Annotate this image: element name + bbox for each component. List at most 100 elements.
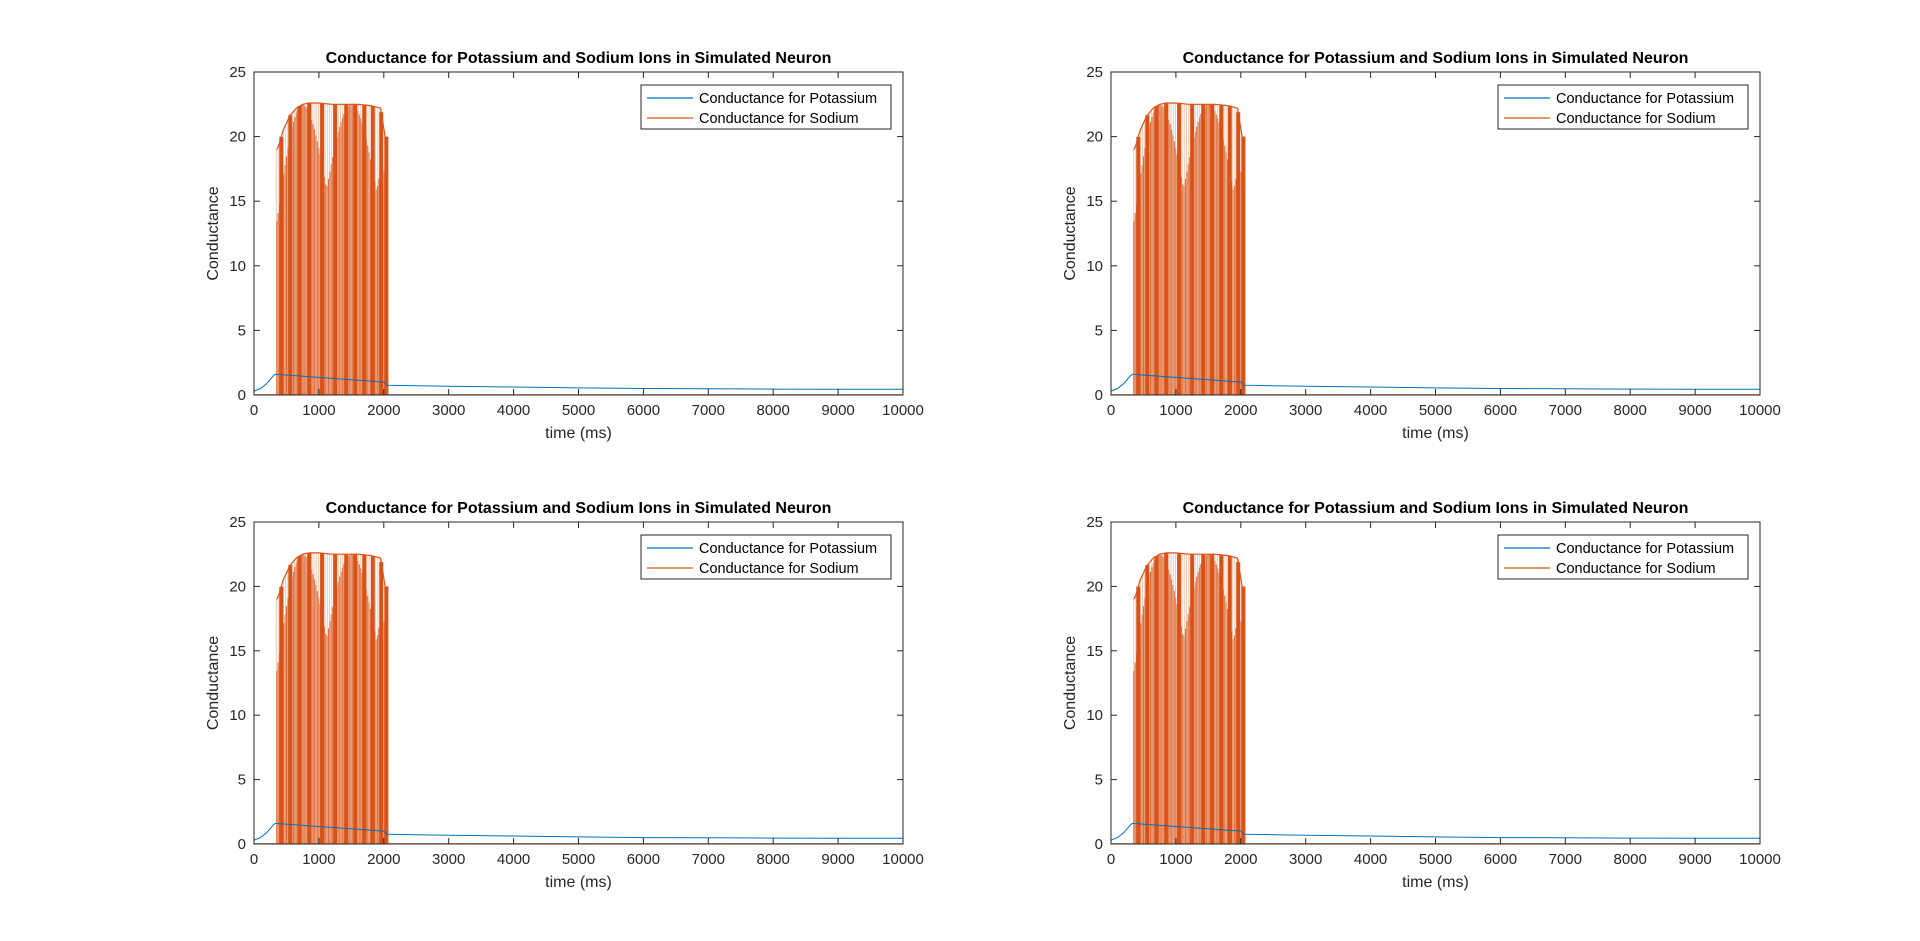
x-tick-label: 7000 xyxy=(692,851,725,868)
x-tick-label: 5000 xyxy=(1419,402,1452,419)
y-tick-label: 20 xyxy=(1086,129,1103,146)
x-tick-label: 0 xyxy=(1107,402,1115,419)
sodium-spike-band xyxy=(1136,586,1141,844)
sodium-spike-band xyxy=(320,553,325,844)
x-axis-label: time (ms) xyxy=(1402,874,1469,891)
series-potassium xyxy=(1111,373,1760,392)
subplot-1: 0 1000 2000 3000 4000 5000 6000 7000 8000 9000 100… xyxy=(205,50,924,442)
x-tick-label: 0 xyxy=(1107,851,1115,868)
legend-entry: Conductance for Sodium xyxy=(699,561,859,577)
x-tick-label: 7000 xyxy=(1549,402,1582,419)
y-tick-label: 5 xyxy=(1095,322,1103,339)
series-potassium xyxy=(1111,822,1760,841)
sodium-spike-band xyxy=(297,556,302,844)
y-tick-label: 0 xyxy=(1095,387,1103,404)
x-tick-label: 6000 xyxy=(627,851,660,868)
sodium-spike-band xyxy=(1241,586,1246,844)
x-tick-label: 0 xyxy=(250,402,258,419)
sodium-spike-band xyxy=(1210,554,1215,844)
series-sodium xyxy=(254,552,903,844)
sodium-spike-band xyxy=(1201,104,1206,395)
x-tick-label: 9000 xyxy=(821,851,854,868)
y-tick-label: 25 xyxy=(1086,514,1103,531)
x-tick-label: 9000 xyxy=(1678,851,1711,868)
sodium-spike-band xyxy=(1190,554,1195,844)
x-tick-label: 5000 xyxy=(1419,851,1452,868)
sodium-spike-band xyxy=(1227,556,1232,844)
sodium-spike-band xyxy=(307,103,312,395)
sodium-spike-band xyxy=(1236,112,1241,395)
sodium-spike-band xyxy=(1190,104,1195,395)
x-axis-label: time (ms) xyxy=(545,425,612,442)
legend-entry: Conductance for Potassium xyxy=(699,91,877,107)
x-tick-label: 10000 xyxy=(1739,402,1781,419)
y-tick-label: 5 xyxy=(1095,772,1103,789)
x-tick-label: 1000 xyxy=(302,851,335,868)
legend-entry: Conductance for Potassium xyxy=(699,541,877,557)
sodium-spike-band xyxy=(344,104,349,395)
sodium-spike-band xyxy=(279,586,284,844)
legend: Conductance for Potassium Conductance for… xyxy=(640,84,892,130)
series-sodium xyxy=(1111,552,1760,844)
x-tick-label: 9000 xyxy=(1678,402,1711,419)
x-tick-label: 3000 xyxy=(432,851,465,868)
y-tick-label: 20 xyxy=(229,578,246,595)
sodium-spike-band xyxy=(279,136,284,395)
subplot-3: 0 1000 2000 3000 4000 5000 6000 7000 8000 9000 100… xyxy=(205,500,924,891)
legend-entry: Conductance for Potassium xyxy=(1556,541,1734,557)
sodium-spike-band xyxy=(1201,554,1206,844)
sodium-spike-band xyxy=(333,554,338,844)
y-tick-label: 10 xyxy=(1086,707,1103,724)
y-axis-label: Conductance xyxy=(1062,636,1079,730)
sodium-spike-band xyxy=(1219,554,1224,844)
sodium-spike-band xyxy=(1164,103,1169,395)
sodium-spike-band xyxy=(1236,562,1241,844)
x-tick-label: 10000 xyxy=(1739,851,1781,868)
x-tick-label: 3000 xyxy=(1289,402,1322,419)
sodium-spike-band xyxy=(1241,136,1246,395)
y-tick-label: 10 xyxy=(229,258,246,275)
subplot-4: 0 1000 2000 3000 4000 5000 6000 7000 8000 9000 100… xyxy=(1062,500,1781,891)
x-tick-label: 6000 xyxy=(627,402,660,419)
sodium-spike-band xyxy=(320,103,325,395)
subplot-2: 0 1000 2000 3000 4000 5000 6000 7000 8000 9000 100… xyxy=(1062,50,1781,442)
chart-title: Conductance for Potassium and Sodium Ion… xyxy=(326,500,832,517)
y-tick-label: 10 xyxy=(1086,258,1103,275)
sodium-spike-band xyxy=(1145,115,1150,395)
plot-area xyxy=(1111,102,1760,395)
plot-area xyxy=(254,102,903,395)
y-tick-label: 10 xyxy=(229,707,246,724)
legend-entry: Conductance for Sodium xyxy=(1556,561,1716,577)
sodium-spike-band xyxy=(384,586,389,844)
plot-area xyxy=(254,552,903,844)
sodium-spike-band xyxy=(297,106,302,395)
legend-box xyxy=(640,84,892,130)
sodium-spike-band xyxy=(353,104,358,395)
sodium-spike-band xyxy=(288,565,293,844)
x-tick-label: 0 xyxy=(250,851,258,868)
x-tick-label: 7000 xyxy=(1549,851,1582,868)
sodium-spike-band xyxy=(384,136,389,395)
series-potassium xyxy=(254,822,903,841)
sodium-spike-band xyxy=(1154,106,1159,395)
y-tick-label: 5 xyxy=(238,772,246,789)
chart-title: Conductance for Potassium and Sodium Ion… xyxy=(1183,500,1689,517)
x-tick-label: 3000 xyxy=(432,402,465,419)
legend-box xyxy=(1497,534,1749,580)
sodium-spike-band xyxy=(1136,136,1141,395)
sodium-spike-band xyxy=(288,115,293,395)
y-tick-label: 0 xyxy=(238,387,246,404)
sodium-envelope xyxy=(276,552,386,600)
y-axis-label: Conductance xyxy=(205,186,222,280)
x-axis-label: time (ms) xyxy=(545,874,612,891)
y-tick-label: 0 xyxy=(238,836,246,853)
y-tick-label: 15 xyxy=(229,643,246,660)
sodium-envelope xyxy=(276,102,386,150)
sodium-spike-band xyxy=(362,554,367,844)
y-tick-label: 0 xyxy=(1095,836,1103,853)
series-sodium xyxy=(1111,102,1760,395)
x-tick-label: 10000 xyxy=(882,851,924,868)
sodium-spike-band xyxy=(307,552,312,844)
x-tick-label: 8000 xyxy=(757,851,790,868)
